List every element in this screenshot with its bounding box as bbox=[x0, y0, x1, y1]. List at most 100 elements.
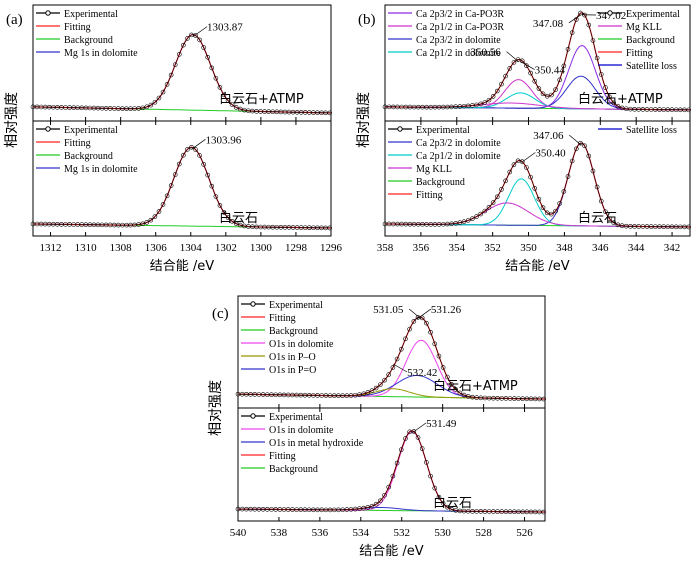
experimental-point bbox=[168, 72, 174, 78]
peak-annotation: 1303.96 bbox=[205, 134, 241, 146]
x-tick-label: 532 bbox=[393, 527, 410, 539]
experimental-point bbox=[436, 494, 442, 500]
experimental-point bbox=[474, 102, 479, 108]
experimental-point bbox=[140, 221, 146, 227]
experimental-point bbox=[474, 214, 479, 219]
experimental-point bbox=[445, 374, 450, 380]
peak-component bbox=[384, 202, 690, 228]
experimental-point bbox=[499, 187, 504, 192]
experimental-point bbox=[361, 391, 366, 397]
experimental-point bbox=[449, 506, 454, 512]
x-tick-label: 1300 bbox=[250, 242, 273, 254]
experimental-point bbox=[611, 220, 617, 225]
experimental-point bbox=[390, 473, 396, 479]
experimental-point bbox=[519, 159, 525, 164]
x-tick-label: 530 bbox=[434, 527, 451, 539]
experimental-point bbox=[225, 98, 231, 103]
experimental-point bbox=[197, 153, 202, 158]
experimental-point bbox=[511, 60, 517, 65]
experimental-point bbox=[615, 222, 621, 228]
x-axis-label: 结合能 /eV bbox=[505, 259, 570, 274]
experimental-point bbox=[507, 169, 513, 175]
experimental-point bbox=[411, 429, 417, 434]
experimental-point bbox=[144, 220, 150, 225]
x-tick-label: 346 bbox=[592, 242, 609, 254]
legend-entry: Experimental bbox=[626, 9, 680, 20]
experimental-point bbox=[490, 200, 496, 205]
y-axis-label: 相对强度 bbox=[356, 92, 372, 148]
legend-entry: Satellite loss bbox=[626, 125, 677, 136]
x-tick-label: 538 bbox=[271, 527, 288, 539]
x-tick-label: 1306 bbox=[145, 242, 168, 254]
experimental-line bbox=[238, 430, 545, 513]
experimental-point bbox=[185, 36, 190, 41]
experimental-point bbox=[536, 86, 542, 91]
experimental-point bbox=[540, 91, 546, 97]
legend-entry: Mg 1s in dolomite bbox=[64, 48, 138, 59]
legend-entry: Background bbox=[64, 35, 113, 46]
legend-entry: Experimental bbox=[269, 300, 323, 311]
experimental-point bbox=[193, 147, 198, 152]
subplot-1: 531.49 白云石 Experimental O1s in dolomite O1s … bbox=[235, 412, 546, 515]
legend-entry: O1s in dolomite bbox=[269, 425, 334, 436]
experimental-point bbox=[507, 66, 513, 71]
peak-annotation: 350.56 bbox=[470, 47, 501, 59]
x-tick-label: 342 bbox=[664, 242, 681, 254]
legend-entry: Experimental bbox=[416, 125, 470, 136]
experimental-point bbox=[369, 388, 375, 393]
legend-entry: Fitting bbox=[416, 190, 443, 201]
experimental-point bbox=[403, 336, 408, 342]
x-tick-label: 1308 bbox=[110, 242, 133, 254]
experimental-point bbox=[213, 75, 219, 81]
experimental-point bbox=[386, 484, 392, 490]
experimental-point bbox=[603, 209, 608, 215]
experimental-point bbox=[407, 326, 412, 332]
experimental-point bbox=[382, 377, 387, 383]
experimental-point bbox=[369, 503, 375, 509]
legend-marker bbox=[45, 126, 51, 132]
experimental-point bbox=[176, 52, 182, 57]
legend-entry: Experimental bbox=[64, 9, 118, 20]
x-tick-label: 348 bbox=[556, 242, 573, 254]
experimental-point bbox=[394, 460, 400, 466]
annotation-arrow bbox=[506, 51, 519, 62]
experimental-point bbox=[449, 382, 454, 387]
experimental-point bbox=[181, 152, 186, 158]
experimental-point bbox=[594, 55, 600, 61]
experimental-point bbox=[327, 225, 332, 231]
experimental-point bbox=[327, 110, 332, 116]
experimental-point bbox=[185, 147, 190, 152]
experimental-point bbox=[403, 436, 408, 441]
experimental-point bbox=[205, 55, 211, 60]
legend-entry: Background bbox=[269, 464, 318, 475]
legend-entry: Fitting bbox=[269, 451, 296, 462]
experimental-point bbox=[209, 183, 215, 189]
legend-entry: Ca 2p3/2 in dolomite bbox=[416, 138, 501, 149]
experimental-line bbox=[384, 12, 690, 111]
x-tick-label: 526 bbox=[516, 527, 533, 539]
legend-entry: O1s in dolomite bbox=[269, 339, 334, 350]
experimental-point bbox=[461, 219, 467, 224]
legend-entry: Fitting bbox=[269, 313, 296, 324]
legend-marker bbox=[397, 126, 403, 132]
peak-annotation: 531.05 bbox=[373, 304, 404, 316]
x-tick-label: 358 bbox=[377, 242, 394, 254]
experimental-point bbox=[499, 81, 504, 87]
experimental-point bbox=[152, 99, 158, 105]
x-tick-label: 354 bbox=[449, 242, 466, 254]
legend-entry: Experimental bbox=[269, 412, 323, 423]
legend-entry: Fitting bbox=[64, 138, 91, 149]
experimental-point bbox=[607, 94, 612, 100]
annotation-arrow bbox=[569, 134, 582, 146]
experimental-point bbox=[361, 505, 366, 511]
experimental-point bbox=[217, 203, 223, 208]
annotation-arrow bbox=[411, 422, 427, 434]
experimental-point bbox=[233, 105, 239, 110]
experimental-point bbox=[598, 72, 604, 77]
legend-entry: Experimental bbox=[64, 125, 118, 136]
experimental-point bbox=[229, 102, 235, 107]
experimental-point bbox=[378, 382, 383, 387]
